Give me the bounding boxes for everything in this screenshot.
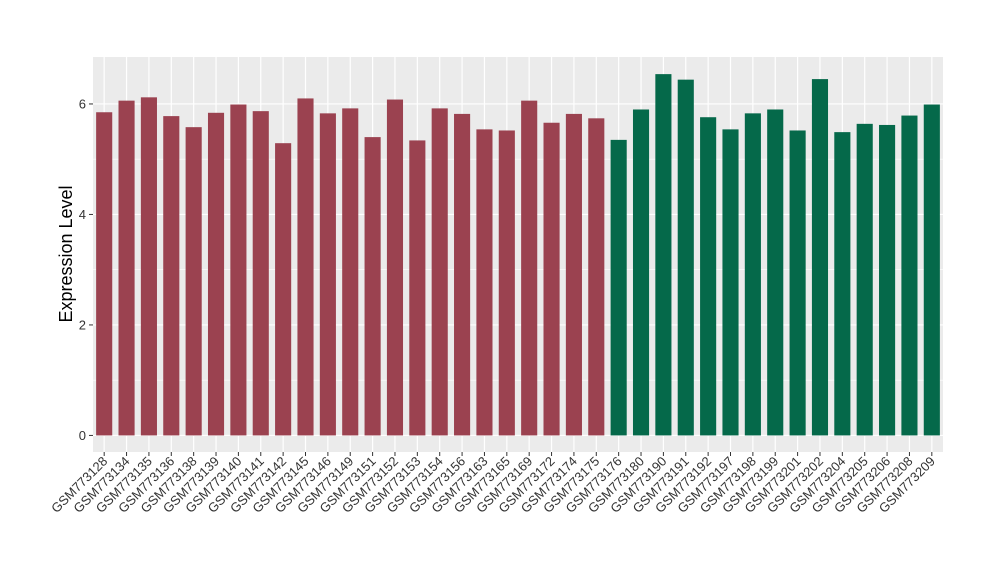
bar-GSM773204 <box>834 132 851 436</box>
y-axis-title: Expression Level <box>56 185 76 322</box>
bar-GSM773140 <box>230 104 247 436</box>
bar-GSM773176 <box>610 139 627 436</box>
bar-GSM773197 <box>722 129 739 436</box>
bar-GSM773136 <box>163 116 180 436</box>
bar-GSM773145 <box>297 98 314 436</box>
bar-GSM773165 <box>498 130 515 436</box>
bar-GSM773152 <box>386 99 404 436</box>
bar-GSM773180 <box>632 109 650 436</box>
bar-GSM773191 <box>677 79 694 436</box>
bar-GSM773141 <box>252 111 269 436</box>
bar-GSM773192 <box>700 117 717 436</box>
bar-GSM773163 <box>476 129 493 436</box>
y-axis: 0 2 4 6 <box>79 96 93 443</box>
bar-GSM773205 <box>856 123 873 436</box>
bar-GSM773142 <box>275 143 292 436</box>
bar-GSM773201 <box>789 130 806 436</box>
bar-GSM773190 <box>655 74 672 436</box>
bar-GSM773151 <box>364 137 381 436</box>
bar-GSM773172 <box>543 122 560 436</box>
bar-GSM773175 <box>588 118 605 436</box>
bar-GSM773209 <box>923 104 940 436</box>
y-tick-label: 4 <box>79 207 86 222</box>
bar-GSM773153 <box>409 140 426 436</box>
bar-GSM773139 <box>207 112 225 436</box>
bars <box>96 74 940 436</box>
x-axis: GSM773128GSM773134GSM773135GSM773136GSM7… <box>48 452 938 516</box>
bar-GSM773156 <box>454 113 471 436</box>
bar-GSM773169 <box>521 100 538 436</box>
bar-GSM773138 <box>185 127 202 436</box>
y-tick-label: 6 <box>79 96 86 111</box>
y-tick-label: 0 <box>79 428 86 443</box>
bar-GSM773146 <box>319 113 336 436</box>
bar-GSM773135 <box>140 97 157 436</box>
bar-GSM773208 <box>901 115 918 436</box>
y-tick-label: 2 <box>79 317 86 332</box>
bar-GSM773202 <box>811 79 829 436</box>
bar-GSM773198 <box>744 113 761 436</box>
bar-GSM773199 <box>767 109 784 436</box>
bar-GSM773174 <box>565 113 582 436</box>
bar-GSM773154 <box>431 108 448 436</box>
bar-GSM773128 <box>96 112 113 436</box>
bar-GSM773206 <box>879 124 896 436</box>
bar-GSM773134 <box>118 100 135 436</box>
bar-GSM773149 <box>342 108 359 436</box>
